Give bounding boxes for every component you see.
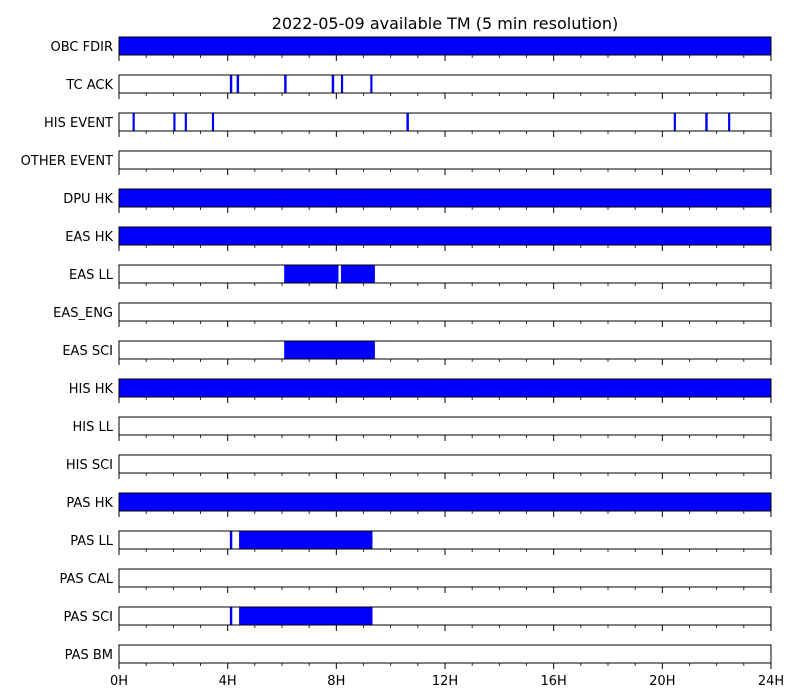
row-label: EAS_ENG: [53, 306, 113, 321]
availability-interval: [236, 75, 240, 93]
availability-interval: [119, 493, 771, 511]
availability-interval: [173, 113, 176, 131]
x-axis: 0H 4H 8H 12H 16H 20H 24H: [110, 674, 784, 689]
row-eas-eng: EAS_ENG: [53, 302, 772, 327]
availability-interval: [119, 227, 771, 245]
availability-interval: [229, 75, 233, 93]
row-pas-cal: PAS CAL: [60, 568, 772, 593]
row-obc-fdir: OBC FDIR: [51, 36, 772, 61]
row-label: PAS LL: [70, 534, 114, 549]
row-label: OBC FDIR: [51, 40, 114, 55]
chart-title: 2022-05-09 available TM (5 min resolutio…: [272, 14, 618, 33]
availability-interval: [239, 531, 373, 549]
row-label: HIS HK: [69, 382, 114, 397]
row-eas-ll: EAS LL: [69, 264, 772, 289]
availability-interval: [340, 75, 344, 93]
availability-interval: [728, 113, 731, 131]
availability-interval: [119, 379, 771, 397]
row-other-event: OTHER EVENT: [21, 150, 772, 175]
row-frame: [118, 150, 772, 170]
row-label: EAS LL: [69, 268, 114, 283]
row-label: TC ACK: [65, 78, 113, 93]
row-label: HIS SCI: [66, 458, 113, 473]
row-label: PAS HK: [66, 496, 113, 511]
availability-interval: [229, 531, 233, 549]
availability-interval: [284, 341, 375, 359]
row-label: PAS CAL: [60, 572, 114, 587]
row-frame: [118, 112, 772, 132]
row-pas-ll: PAS LL: [70, 530, 772, 555]
rows-layer: OBC FDIR TC ACK HIS EVENT OTHER EVENT DPU HK…: [21, 36, 772, 669]
row-pas-bm: PAS BM: [65, 644, 772, 669]
x-tick-label: 12H: [432, 674, 458, 689]
row-frame: [118, 416, 772, 436]
availability-interval: [331, 75, 335, 93]
row-his-ll: HIS LL: [73, 416, 772, 441]
row-label: EAS SCI: [62, 344, 113, 359]
row-his-hk: HIS HK: [69, 378, 772, 403]
x-tick-label: 16H: [541, 674, 567, 689]
availability-interval: [284, 75, 287, 93]
row-frame: [118, 530, 772, 550]
row-eas-hk: EAS HK: [65, 226, 772, 251]
row-frame: [118, 74, 772, 94]
availability-interval: [406, 113, 409, 131]
row-frame: [118, 264, 772, 284]
availability-interval: [211, 113, 215, 131]
x-tick-label: 20H: [649, 674, 675, 689]
row-his-event: HIS EVENT: [44, 112, 772, 137]
row-frame: [118, 644, 772, 664]
row-pas-sci: PAS SCI: [64, 606, 772, 631]
row-dpu-hk: DPU HK: [63, 188, 772, 213]
row-eas-sci: EAS SCI: [62, 340, 772, 365]
availability-interval: [673, 113, 676, 131]
row-frame: [118, 568, 772, 588]
row-frame: [118, 606, 772, 626]
row-frame: [118, 340, 772, 360]
x-tick-label: 8H: [327, 674, 345, 689]
availability-interval: [184, 113, 187, 131]
availability-interval: [284, 265, 339, 283]
availability-interval: [340, 265, 375, 283]
row-label: HIS LL: [73, 420, 114, 435]
availability-interval: [119, 37, 771, 55]
availability-interval: [132, 113, 135, 131]
x-tick-label: 0H: [110, 674, 128, 689]
availability-interval: [119, 189, 771, 207]
row-label: EAS HK: [65, 230, 113, 245]
x-tick-label: 4H: [219, 674, 237, 689]
availability-interval: [705, 113, 708, 131]
row-label: PAS BM: [65, 648, 113, 663]
row-frame: [118, 454, 772, 474]
row-pas-hk: PAS HK: [66, 492, 772, 517]
row-his-sci: HIS SCI: [66, 454, 772, 479]
x-tick-label: 24H: [758, 674, 784, 689]
row-label: OTHER EVENT: [21, 154, 113, 169]
row-label: DPU HK: [63, 192, 113, 207]
availability-interval: [239, 607, 373, 625]
availability-interval: [370, 75, 373, 93]
row-label: HIS EVENT: [44, 116, 113, 131]
row-tc-ack: TC ACK: [65, 74, 772, 99]
row-label: PAS SCI: [64, 610, 113, 625]
availability-interval: [229, 607, 233, 625]
row-frame: [118, 302, 772, 322]
